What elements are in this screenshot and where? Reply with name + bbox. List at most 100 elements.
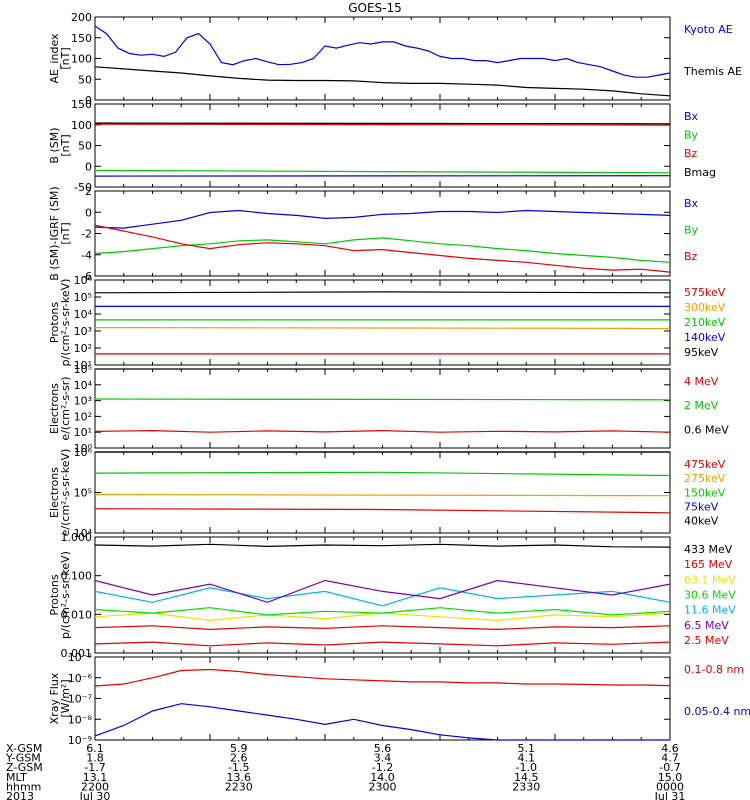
x-axis-value: 5.1 [518,742,536,755]
legend-entry: 2 MeV [684,399,719,412]
y-tick-label: 10⁴ [74,527,93,540]
series-line-30-6-mev [94,607,671,616]
legend-entry: 40keV [684,515,719,528]
legend-entry: 150keV [684,486,726,499]
y-tick-label: 10⁴ [74,308,93,321]
y-tick-label: 10⁵ [74,487,92,500]
legend-entry: 6.5 MeV [684,619,729,632]
y-tick-label: -2 [81,228,92,241]
x-axis-value: 0000 [656,780,684,793]
series-line-bz [94,224,671,273]
legend-entry: 475keV [684,458,726,471]
x-axis-value: 2200 [81,780,109,793]
legend-entry: Bz [684,250,698,263]
y-axis-label: Protons [48,302,61,343]
y-tick-label: 150 [71,98,92,111]
y-tick-label: 10⁻⁵ [68,651,92,664]
x-axis-value: -1.7 [84,761,105,774]
x-axis-value: 5.6 [374,742,392,755]
y-tick-label: 1.000 [61,531,93,544]
y-tick-label: 10⁻⁶ [68,672,93,685]
x-axis-value: Jul 30 [79,790,111,800]
y-tick-label: 10⁵ [74,291,92,304]
x-axis-value: 14.5 [514,771,539,784]
legend-entry: By [684,224,699,237]
legend-entry: Bx [684,197,699,210]
series-line-by [94,169,671,174]
y-tick-label: 10⁰ [74,442,93,455]
panel-frame [94,103,671,188]
y-axis-label: [nT] [59,134,72,156]
legend-entry: By [684,129,699,142]
panel-frame [94,656,671,741]
series-line-4-mev [94,429,671,433]
y-tick-label: -6 [81,270,92,283]
y-axis-label: Protons [48,574,61,615]
y-axis-label: p/(cm²-s-sr-keV) [59,279,72,367]
legend-entry: 140keV [684,331,726,344]
y-axis-label: [nT] [59,222,72,244]
legend-entry: 0.05-0.4 nm [684,705,750,718]
series-line-165-mev [94,641,671,647]
legend-entry: Bz [684,147,698,160]
x-axis-row-label: Z-GSM [6,761,43,774]
x-axis-value: 14.0 [370,771,395,784]
y-axis-label: Electrons [48,467,61,518]
legend-entry: 0.6 MeV [684,423,729,436]
y-tick-label: 2 [85,185,92,198]
y-tick-label: 100 [71,53,92,66]
y-axis-label: e/(cm²-s-sr) [59,376,72,440]
x-axis-value: 2.6 [230,752,248,765]
x-axis-value: -1.5 [228,761,249,774]
legend-entry: Themis AE [683,65,742,78]
y-tick-label: 10⁻⁸ [68,713,93,726]
legend-entry: 300keV [684,301,726,314]
y-axis-label: AE_index [48,33,61,84]
series-line-433-mev [94,543,671,548]
y-axis-label: B (SM)-IGRF (SM) [48,186,61,280]
series-line-bmag [94,122,671,125]
series-line-2-5-mev [94,625,671,631]
x-axis-row-label: MLT [6,771,27,784]
x-axis-row-label: hhmm [6,780,41,793]
y-tick-label: 10⁻⁷ [68,693,92,706]
panel-2: -50 0 50 100 150 B (SM)[nT] Bx By Bz Bmag [48,98,716,194]
panel-8: 10⁻⁹ 10⁻⁸ 10⁻⁷ 10⁻⁶ 10⁻⁵ Xray Flux[W/m²] 0.1-0… [48,651,750,747]
panel-frame [94,451,671,534]
series-line-2-mev [94,398,671,401]
series-line-11-6-mev [94,587,671,607]
x-axis-value: 4.6 [661,742,679,755]
title: GOES-15 [348,1,402,15]
legend-entry: Bx [684,110,699,123]
y-tick-label: 10² [74,342,92,355]
panel-frame [94,368,671,449]
legend-entry: 433 MeV [684,543,733,556]
series-line-bz [94,123,671,126]
legend-entry: 0.1-0.8 nm [684,663,744,676]
x-axis-value: Jul 31 [654,790,686,800]
y-axis-label: [W/m²] [59,679,72,717]
x-axis-value: 6.1 [86,742,104,755]
y-tick-label: -4 [81,249,92,262]
y-tick-label: 10⁵ [74,363,92,376]
y-tick-label: 100 [71,119,92,132]
x-axis-value: 2300 [369,780,397,793]
legend-entry: 75keV [684,500,719,513]
series-line-kyoto-ae [94,25,671,78]
y-tick-label: 10⁴ [74,379,93,392]
series-line-0-1-0-8-nm [94,668,671,687]
y-tick-label: 0 [85,160,92,173]
y-tick-label: 10⁶ [74,446,93,459]
y-tick-label: 0 [85,94,92,107]
y-tick-label: 10³ [74,395,92,408]
x-axis-value: 2330 [512,780,540,793]
y-tick-label: 50 [78,73,92,86]
x-axis-value: 13.6 [227,771,252,784]
y-tick-label: 50 [78,140,92,153]
y-tick-label: 10¹ [74,359,92,372]
x-axis-value: 5.9 [230,742,248,755]
panel-7: 0.001 0.010 0.100 1.000 Protonsp/(cm²-s-sr-k… [48,531,736,660]
x-axis-row-label: Y-GSM [5,752,41,765]
